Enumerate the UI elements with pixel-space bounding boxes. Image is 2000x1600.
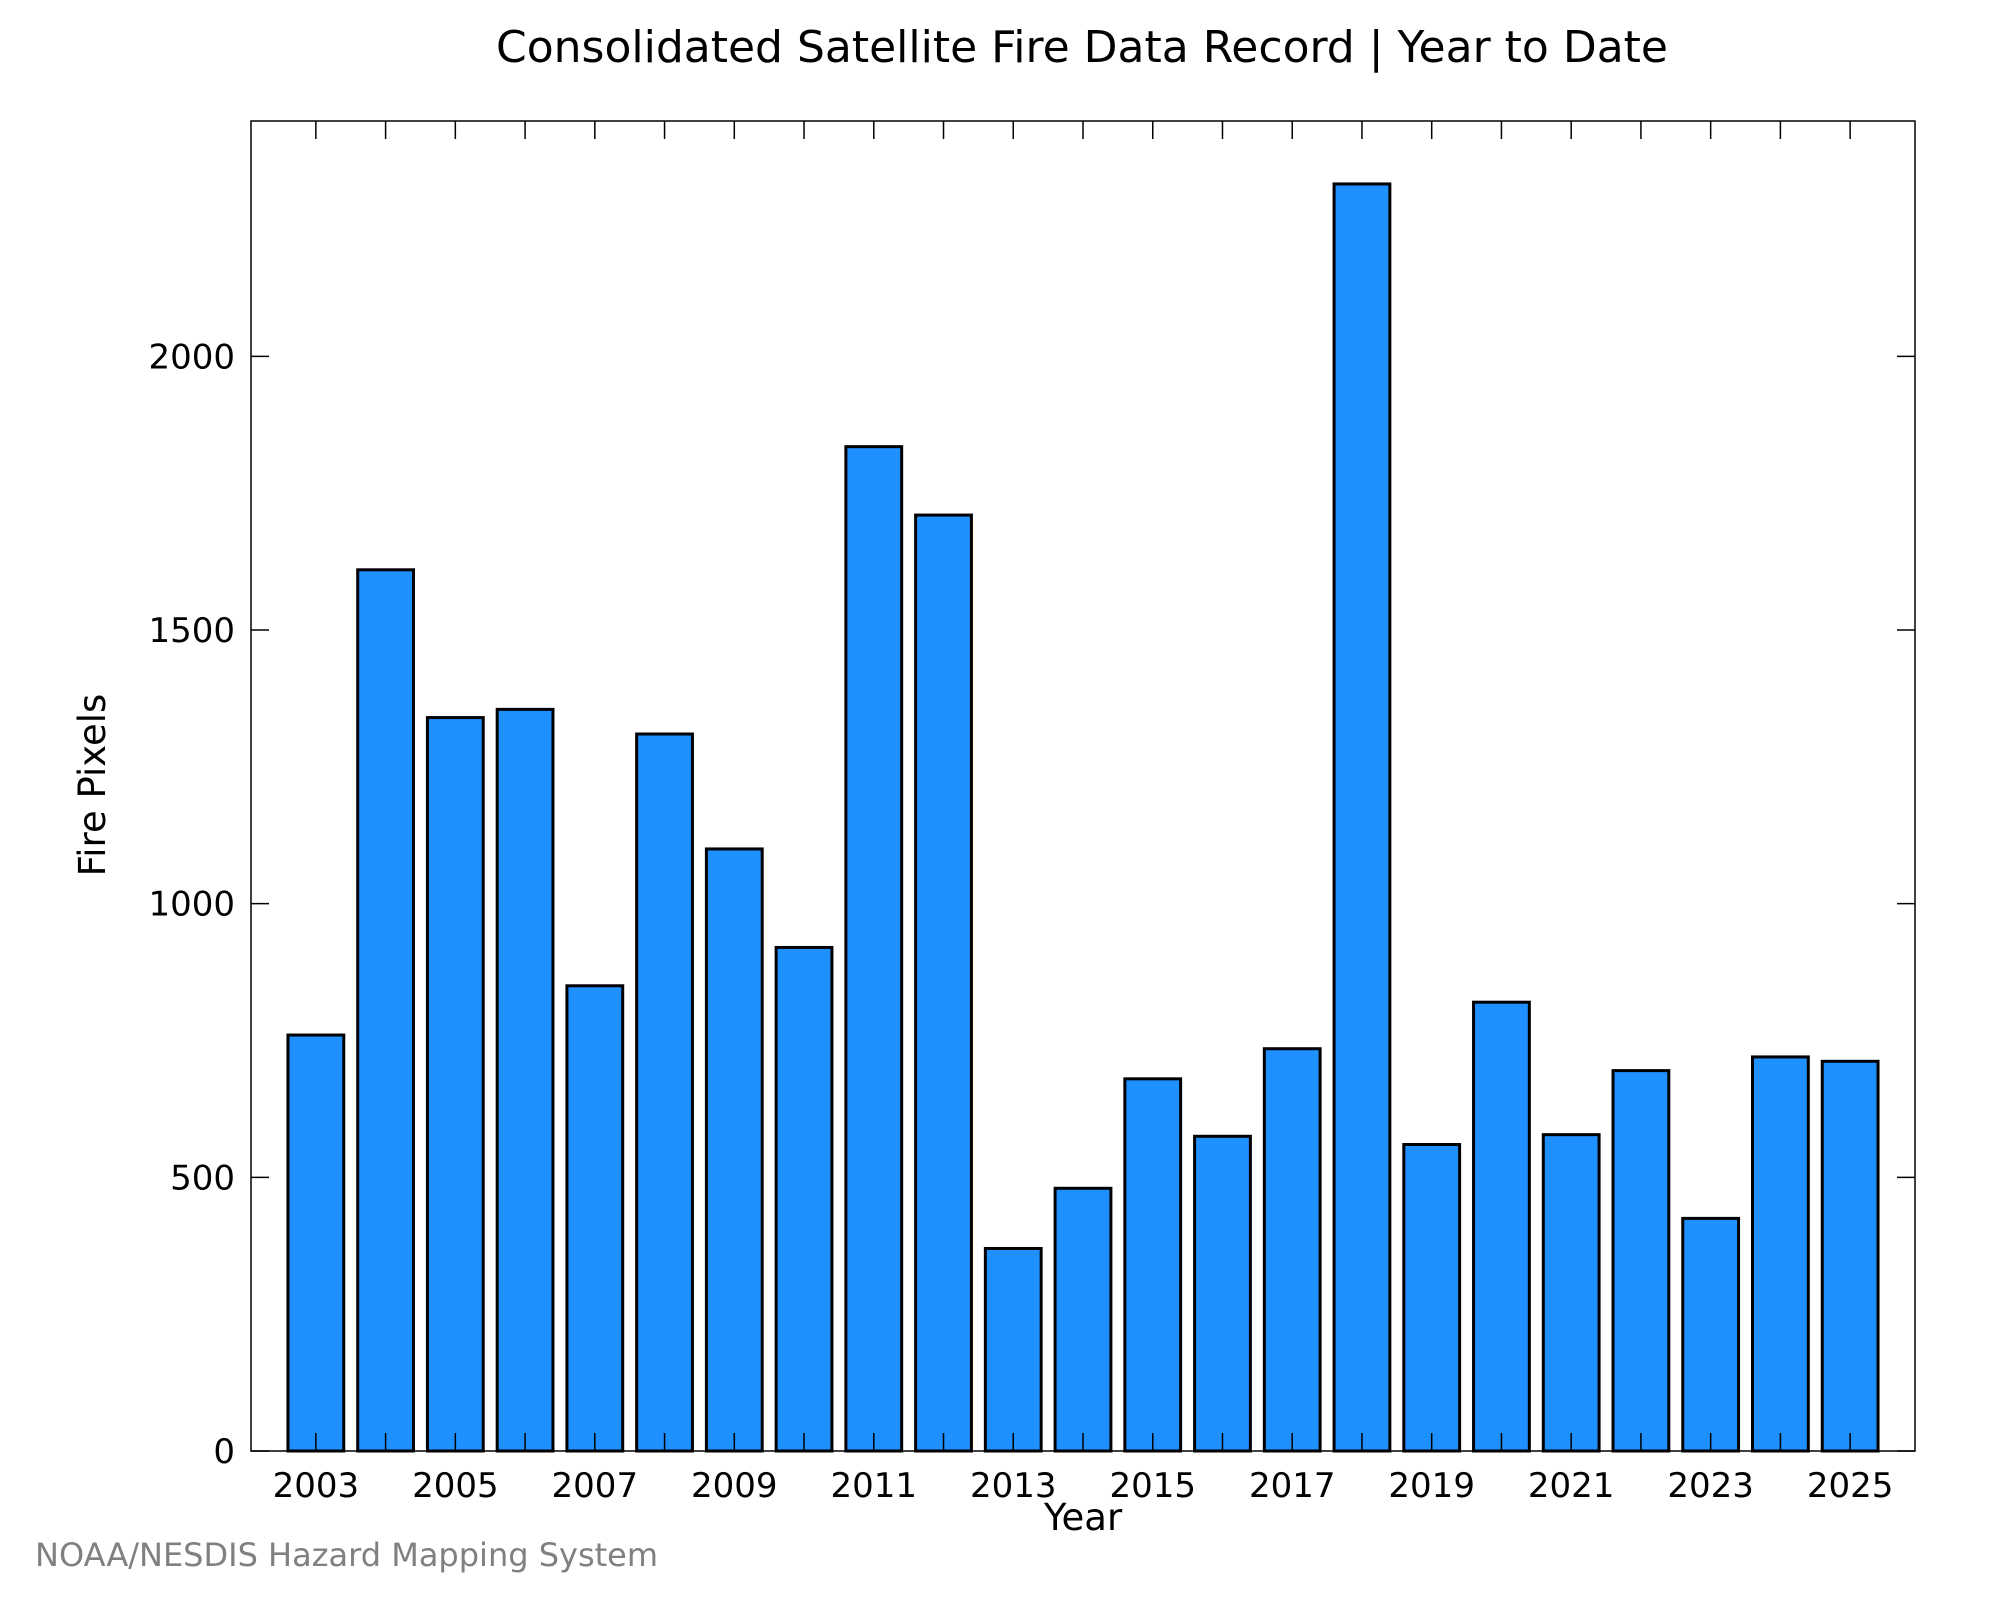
bar-2008 bbox=[635, 732, 694, 1453]
bar-2004 bbox=[356, 568, 415, 1453]
y-tick-label-1000: 1000 bbox=[148, 885, 235, 925]
x-tick-label-2007: 2007 bbox=[552, 1466, 639, 1506]
x-tick-label-2017: 2017 bbox=[1249, 1466, 1336, 1506]
bar-2011 bbox=[844, 445, 904, 1453]
bar-2018 bbox=[1332, 182, 1392, 1453]
bar-2012 bbox=[914, 513, 973, 1453]
x-tick-label-2003: 2003 bbox=[273, 1466, 360, 1506]
y-axis-label: Fire Pixels bbox=[71, 694, 114, 877]
y-tick-label-1500: 1500 bbox=[148, 611, 235, 651]
bar-2024 bbox=[1751, 1055, 1810, 1453]
bar-2022 bbox=[1611, 1069, 1671, 1453]
bar-2005 bbox=[425, 716, 485, 1453]
bar-2006 bbox=[495, 707, 555, 1453]
x-tick-label-2013: 2013 bbox=[970, 1466, 1057, 1506]
bars-group bbox=[286, 182, 1880, 1453]
bar-2019 bbox=[1402, 1142, 1462, 1453]
bar-2007 bbox=[565, 984, 625, 1453]
bar-2020 bbox=[1472, 1000, 1531, 1453]
y-tick-label-2000: 2000 bbox=[148, 337, 235, 377]
x-tick-label-2015: 2015 bbox=[1109, 1466, 1196, 1506]
x-axis-label: Year bbox=[1043, 1496, 1123, 1539]
x-tick-label-2005: 2005 bbox=[412, 1466, 499, 1506]
x-tick-label-2011: 2011 bbox=[831, 1466, 918, 1506]
bar-2003 bbox=[286, 1033, 346, 1453]
x-tick-label-2009: 2009 bbox=[691, 1466, 778, 1506]
bar-2009 bbox=[704, 847, 764, 1453]
bar-2025 bbox=[1820, 1059, 1880, 1453]
bar-2021 bbox=[1541, 1133, 1601, 1453]
bar-2013 bbox=[983, 1246, 1043, 1453]
y-tick-label-500: 500 bbox=[170, 1158, 235, 1198]
x-tick-label-2019: 2019 bbox=[1388, 1466, 1475, 1506]
bar-2014 bbox=[1053, 1186, 1113, 1453]
ticks-group: 0 500 1000 1500 2000 2003 2005 2007 2009 2011 2013… bbox=[148, 121, 1915, 1506]
credit-text: NOAA/NESDIS Hazard Mapping System bbox=[35, 1536, 659, 1574]
x-tick-label-2023: 2023 bbox=[1667, 1466, 1754, 1506]
bar-2010 bbox=[774, 945, 834, 1453]
bar-2023 bbox=[1681, 1216, 1741, 1453]
x-tick-label-2021: 2021 bbox=[1528, 1466, 1615, 1506]
bar-2017 bbox=[1262, 1047, 1322, 1453]
y-tick-label-0: 0 bbox=[213, 1432, 235, 1472]
bar-2016 bbox=[1193, 1134, 1252, 1453]
chart-title: Consolidated Satellite Fire Data Record … bbox=[496, 22, 1668, 73]
x-tick-label-2025: 2025 bbox=[1807, 1466, 1894, 1506]
bar-2015 bbox=[1123, 1077, 1183, 1453]
